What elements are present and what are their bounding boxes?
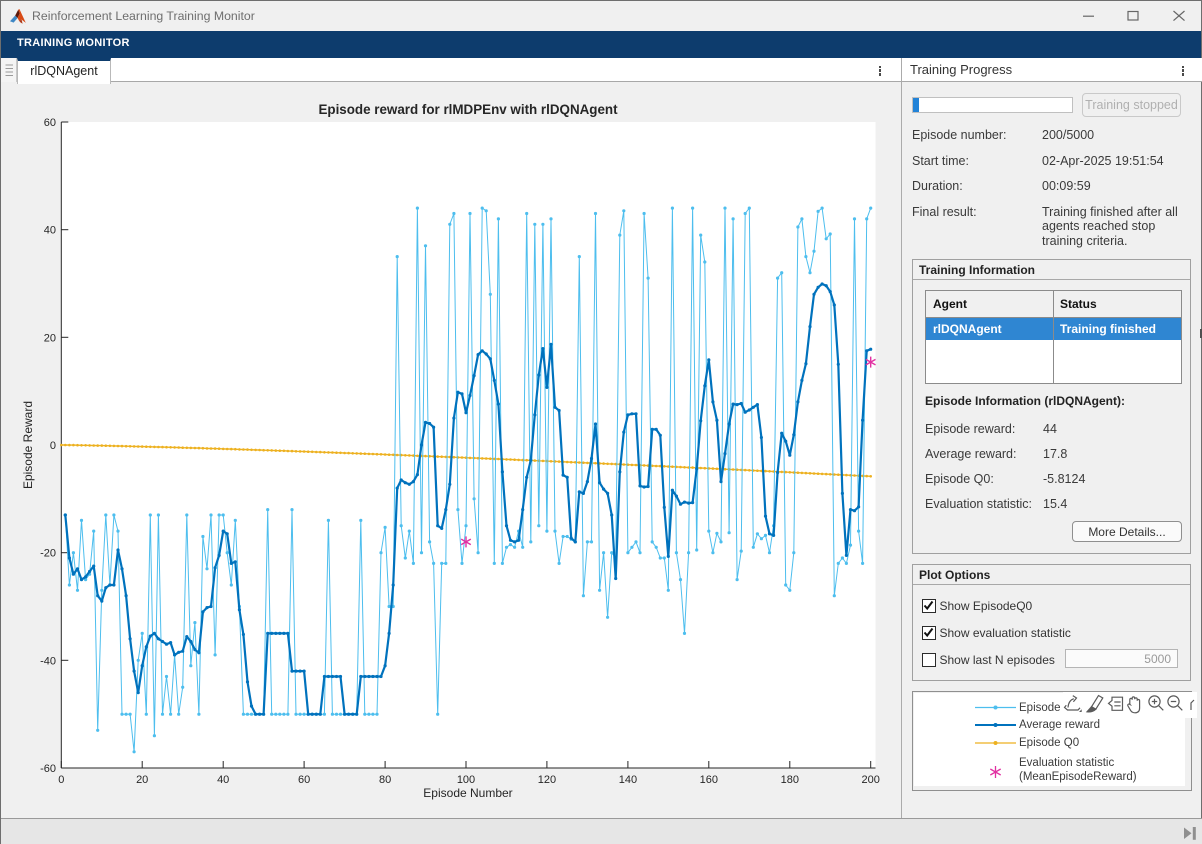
svg-text:120: 120	[538, 774, 556, 786]
svg-text:60: 60	[298, 774, 310, 786]
svg-text:20: 20	[44, 332, 56, 344]
svg-text:-60: -60	[40, 763, 56, 775]
svg-text:140: 140	[619, 774, 637, 786]
svg-text:40: 40	[217, 774, 229, 786]
svg-text:80: 80	[379, 774, 391, 786]
svg-text:60: 60	[44, 117, 56, 129]
svg-text:180: 180	[781, 774, 799, 786]
svg-text:100: 100	[457, 774, 475, 786]
svg-text:40: 40	[44, 225, 56, 237]
svg-text:0: 0	[58, 774, 64, 786]
svg-text:160: 160	[700, 774, 718, 786]
svg-text:Episode Reward: Episode Reward	[21, 401, 35, 489]
svg-text:Episode reward for rlMDPEnv wi: Episode reward for rlMDPEnv with rlDQNAg…	[318, 102, 618, 117]
svg-text:-20: -20	[40, 548, 56, 560]
svg-text:0: 0	[50, 440, 56, 452]
svg-text:20: 20	[136, 774, 148, 786]
svg-text:Episode Number: Episode Number	[423, 786, 512, 800]
svg-text:200: 200	[862, 774, 880, 786]
svg-text:-40: -40	[40, 655, 56, 667]
